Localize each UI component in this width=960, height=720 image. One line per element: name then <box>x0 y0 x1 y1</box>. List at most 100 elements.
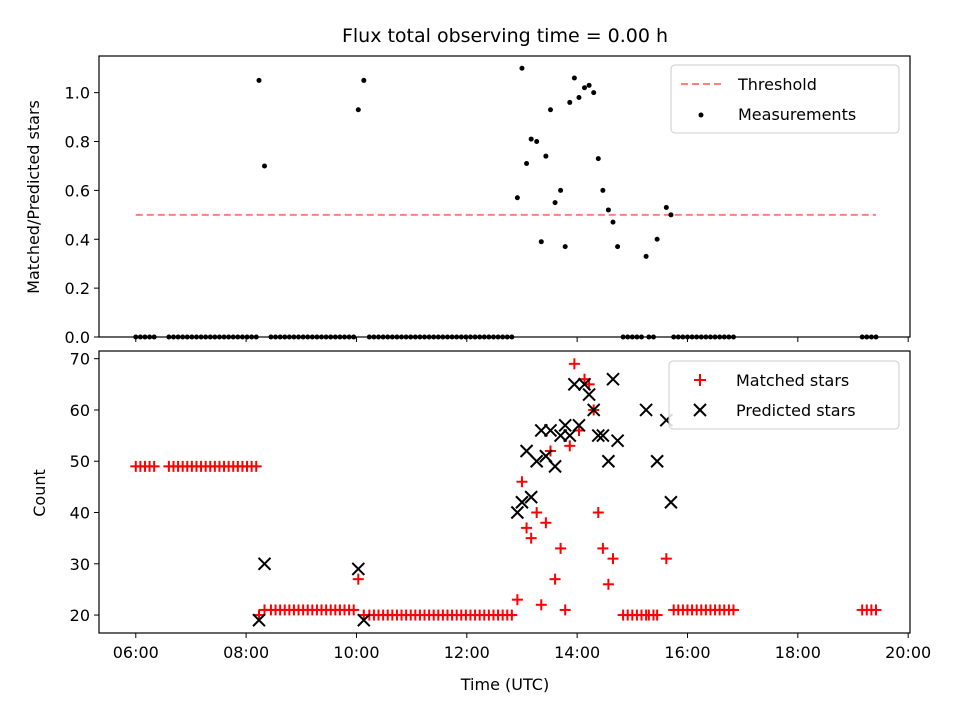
x-tick-label: 18:00 <box>775 643 821 662</box>
x-tick-label: 12:00 <box>444 643 490 662</box>
measurement-point <box>595 156 601 162</box>
count-x-ticks: 06:00 08:00 10:00 12:00 14:00 16:00 18:00 20:00 <box>113 633 931 662</box>
predicted-star-point <box>519 444 534 458</box>
matched-star-point <box>549 573 561 585</box>
predicted-star-point <box>257 557 272 571</box>
ratio-y-tick-label: 0.4 <box>65 230 90 249</box>
matched-star-point <box>660 553 672 565</box>
matched-star-point <box>525 532 537 544</box>
count-y-tick-label: 40 <box>70 504 90 523</box>
predicted-star-point <box>351 562 366 576</box>
measurement-point <box>586 82 592 88</box>
measurement-point <box>567 99 573 105</box>
predicted-star-point <box>586 403 601 417</box>
predicted-star-point <box>582 387 596 402</box>
count-y-tick-label: 20 <box>70 606 90 625</box>
ratio-y-tick-label: 0.8 <box>65 133 90 152</box>
matched-star-point <box>516 476 528 488</box>
measurement-point <box>576 95 582 101</box>
measurement-point <box>534 139 540 145</box>
predicted-star-point <box>664 495 678 509</box>
predicted-star-point <box>543 423 558 438</box>
measurement-point <box>654 236 660 242</box>
matched-star-point <box>506 609 518 621</box>
matched-star-point <box>253 609 265 621</box>
matched-star-point <box>564 440 576 452</box>
x-tick-label: 16:00 <box>664 643 710 662</box>
count-y-tick-label: 60 <box>70 401 90 420</box>
measurement-point <box>663 204 669 210</box>
matched-star-point <box>607 553 619 565</box>
legend-predicted-swatch <box>693 403 707 417</box>
matched-star-point <box>592 507 604 519</box>
matched-star-point <box>597 542 609 554</box>
measurement-point <box>615 244 621 250</box>
matched-star-point <box>540 517 552 529</box>
matched-star-point <box>651 609 663 621</box>
measurement-point <box>605 207 611 213</box>
predicted-star-point <box>606 372 620 386</box>
predicted-star-point <box>357 613 371 627</box>
legend-threshold-label: Threshold <box>737 75 817 94</box>
predicted-star-point <box>558 418 572 433</box>
count-y-tick-label: 30 <box>70 555 90 574</box>
measurement-point <box>581 85 587 91</box>
matched-star-point <box>511 594 523 606</box>
measurement-point <box>668 212 674 218</box>
count-y-ticks: 20 30 40 50 60 70 <box>70 350 99 625</box>
matched-star-point <box>602 578 614 590</box>
count-legend-box <box>668 360 900 430</box>
measurement-point <box>547 107 553 113</box>
ratio-legend-box <box>670 64 900 134</box>
matched-star-point <box>640 609 652 621</box>
matched-star-point <box>555 542 567 554</box>
chart-title: Flux total observing time = 0.00 h <box>342 25 668 47</box>
predicted-star-point <box>510 505 525 520</box>
predicted-star-point <box>591 428 605 443</box>
predicted-star-point <box>596 428 610 443</box>
matched-star-point <box>348 604 360 616</box>
matched-star-point <box>358 609 370 621</box>
predicted-star-point <box>524 490 538 504</box>
measurement-point <box>519 65 525 71</box>
matched-star-point <box>568 358 580 370</box>
count-y-tick-label: 70 <box>70 350 90 369</box>
count-y-tick-label: 50 <box>70 452 90 471</box>
x-axis-label: Time (UTC) <box>460 675 549 694</box>
measurement-point <box>524 161 530 167</box>
count-y-axis-label: Count <box>30 469 49 517</box>
matched-star-point <box>521 522 533 534</box>
ratio-y-ticks: 0.0 0.2 0.4 0.6 0.8 1.0 <box>65 84 99 347</box>
predicted-star-point <box>515 495 529 509</box>
measurement-point <box>262 163 268 169</box>
predicted-star-point <box>610 434 625 448</box>
matched-star-point <box>870 604 882 616</box>
predicted-star-point <box>601 454 616 468</box>
measurement-point <box>571 75 577 81</box>
ratio-plot-frame <box>98 55 911 338</box>
predicted-star-point <box>572 418 586 433</box>
measurement-point <box>562 244 568 250</box>
matched-star-point <box>727 604 739 616</box>
predicted-star-point <box>577 377 592 392</box>
measurement-point <box>643 253 649 259</box>
ratio-y-axis-label: Matched/Predicted stars <box>24 100 43 294</box>
measurement-point <box>610 219 616 225</box>
measurement-point <box>514 195 520 201</box>
measurement-point <box>538 239 544 245</box>
predicted-star-point <box>650 454 664 468</box>
matched-star-point <box>148 460 160 472</box>
matched-star-point <box>250 460 262 472</box>
measurement-point <box>600 187 606 193</box>
ratio-y-tick-label: 1.0 <box>65 84 90 103</box>
ratio-y-tick-label: 0.6 <box>65 181 90 200</box>
count-legend: Matched stars Predicted stars <box>668 360 900 430</box>
ratio-y-tick-label: 0.0 <box>65 328 90 347</box>
predicted-star-point <box>252 613 266 627</box>
count-plot-frame <box>98 350 911 634</box>
x-tick-label: 06:00 <box>113 643 159 662</box>
measurement-point <box>591 90 597 96</box>
predicted-star-point <box>567 377 582 392</box>
legend-measurements-label: Measurements <box>738 105 856 124</box>
matched-star-point <box>535 599 547 611</box>
